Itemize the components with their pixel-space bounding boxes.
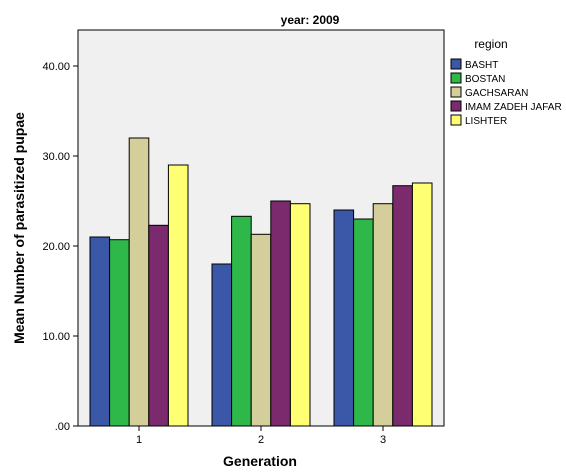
bars-group bbox=[89, 137, 433, 427]
y-axis-title: Mean Number of parasitized pupae bbox=[11, 112, 27, 344]
bar-imam-zadeh-jafar-gen-3 bbox=[392, 185, 413, 427]
bar-basht-gen-1 bbox=[89, 236, 111, 427]
bar-lishter-gen-3 bbox=[411, 182, 433, 427]
x-axis-title: Generation bbox=[223, 453, 297, 469]
y-tick-label: 30.00 bbox=[42, 151, 70, 163]
legend-swatch bbox=[450, 100, 462, 112]
bar-lishter-gen-1 bbox=[167, 164, 189, 427]
legend-label: GACHSARAN bbox=[465, 88, 528, 99]
x-tick-label: 2 bbox=[258, 434, 264, 446]
bar-gachsaran-gen-1 bbox=[128, 137, 150, 427]
bar-imam-zadeh-jafar-gen-1 bbox=[148, 224, 169, 427]
bar-bostan-gen-1 bbox=[109, 239, 130, 427]
legend-swatch bbox=[450, 58, 462, 70]
legend: region BASHT BOSTAN GACHSARAN IMAM ZADEH JA… bbox=[450, 37, 562, 127]
legend-title: region bbox=[474, 37, 507, 51]
bar-lishter-gen-2 bbox=[289, 203, 311, 427]
x-tick-label: 1 bbox=[136, 434, 142, 446]
y-tick-label: .00 bbox=[55, 421, 70, 433]
chart-title: year: 2009 bbox=[281, 13, 340, 27]
bar-imam-zadeh-jafar-gen-2 bbox=[270, 200, 291, 427]
bar-bostan-gen-3 bbox=[353, 218, 374, 427]
legend-label: IMAM ZADEH JAFAR bbox=[465, 102, 562, 113]
legend-swatch bbox=[450, 86, 462, 98]
x-tick-label: 3 bbox=[380, 434, 386, 446]
bar-gachsaran-gen-2 bbox=[250, 233, 272, 427]
legend-label: BASHT bbox=[465, 60, 498, 71]
legend-swatch bbox=[450, 114, 462, 126]
y-tick-label: 40.00 bbox=[42, 61, 70, 73]
y-axis: .00 10.00 20.00 30.00 40.00 bbox=[42, 61, 78, 433]
legend-swatch bbox=[450, 72, 462, 84]
y-tick-label: 10.00 bbox=[42, 331, 70, 343]
bar-basht-gen-2 bbox=[211, 263, 233, 427]
y-tick-label: 20.00 bbox=[42, 241, 70, 253]
x-axis: 1 2 3 bbox=[136, 426, 386, 446]
bar-bostan-gen-2 bbox=[231, 215, 252, 427]
bar-basht-gen-3 bbox=[333, 209, 355, 427]
bar-gachsaran-gen-3 bbox=[372, 203, 394, 427]
legend-label: BOSTAN bbox=[465, 74, 505, 85]
legend-label: LISHTER bbox=[465, 116, 507, 127]
